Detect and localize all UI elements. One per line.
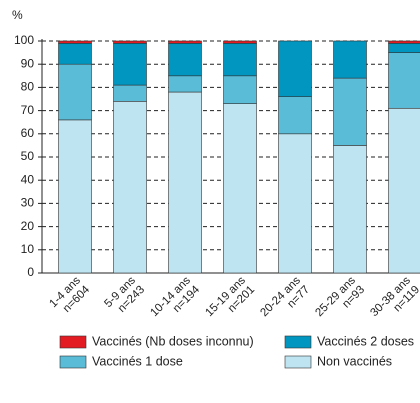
- legend-swatch: [59, 335, 87, 349]
- y-tick-label: 80: [21, 80, 35, 94]
- legend-label: Vaccinés 2 doses: [317, 334, 414, 348]
- bar-segment: [333, 145, 367, 274]
- y-tick-label: 10: [21, 242, 35, 256]
- x-tick-label: 25-29 ansn=93: [313, 274, 367, 328]
- bar-segment: [388, 43, 420, 53]
- bar-segment: [113, 84, 147, 102]
- y-tick-label: 70: [21, 103, 35, 117]
- bar-segment: [58, 63, 92, 121]
- bar-segment: [113, 40, 147, 44]
- y-axis-label: %: [12, 8, 23, 22]
- bar-segment: [278, 133, 312, 274]
- bar-segment: [278, 96, 312, 135]
- bar-segment: [223, 103, 257, 274]
- bar-segment: [113, 101, 147, 274]
- y-tick-label: 50: [21, 149, 35, 163]
- bar-segment: [168, 91, 202, 274]
- bar-segment: [168, 75, 202, 93]
- x-tick-label: 15-19 ansn=201: [203, 274, 257, 328]
- bar-segment: [388, 40, 420, 44]
- bar-segment: [223, 75, 257, 104]
- bar-segment: [168, 40, 202, 44]
- legend-label: Vaccinés (Nb doses inconnu): [92, 334, 254, 348]
- y-tick-label: 40: [21, 172, 35, 186]
- bar-segment: [223, 40, 257, 44]
- legend-label: Non vaccinés: [317, 354, 392, 368]
- legend-swatch: [284, 335, 312, 349]
- bar-segment: [223, 43, 257, 77]
- bar-segment: [58, 43, 92, 65]
- bar-segment: [333, 77, 367, 146]
- x-tick-label: 20-24 ansn=77: [258, 274, 312, 328]
- x-tick-label: 1-4 ansn=604: [47, 274, 92, 319]
- y-tick-label: 60: [21, 126, 35, 140]
- legend-swatch: [59, 355, 87, 369]
- legend-label: Vaccinés 1 dose: [92, 354, 183, 368]
- y-tick-label: 20: [21, 219, 35, 233]
- bar-segment: [388, 107, 420, 274]
- bar-segment: [388, 52, 420, 109]
- x-tick-label: 10-14 ansn=194: [148, 274, 202, 328]
- bar-segment: [58, 119, 92, 274]
- bar-segment: [278, 40, 312, 97]
- bar-segment: [168, 43, 202, 77]
- bar-segment: [58, 40, 92, 44]
- bar-segment: [333, 40, 367, 79]
- bar-segment: [113, 43, 147, 86]
- y-tick-label: 30: [21, 196, 35, 210]
- legend-swatch: [284, 355, 312, 369]
- y-tick-label: 90: [21, 56, 35, 70]
- x-tick-label: 30-38 ansn=119: [368, 274, 420, 328]
- y-tick-label: 0: [27, 265, 34, 279]
- x-tick-label: 5-9 ansn=243: [102, 274, 147, 319]
- y-tick-label: 100: [14, 33, 34, 47]
